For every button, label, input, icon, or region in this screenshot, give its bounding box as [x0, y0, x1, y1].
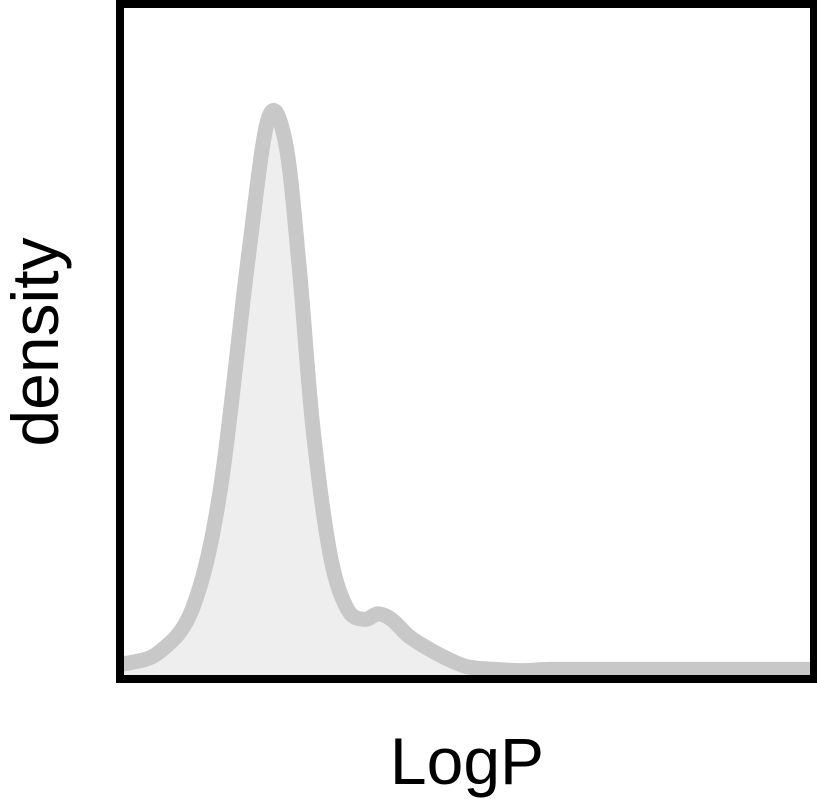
- density-curve-line: [116, 103, 817, 679]
- y-axis-label: density: [0, 237, 72, 446]
- series-layer: [116, 103, 817, 679]
- x-axis-label: LogP: [390, 724, 544, 798]
- plot-frame: [116, 0, 817, 683]
